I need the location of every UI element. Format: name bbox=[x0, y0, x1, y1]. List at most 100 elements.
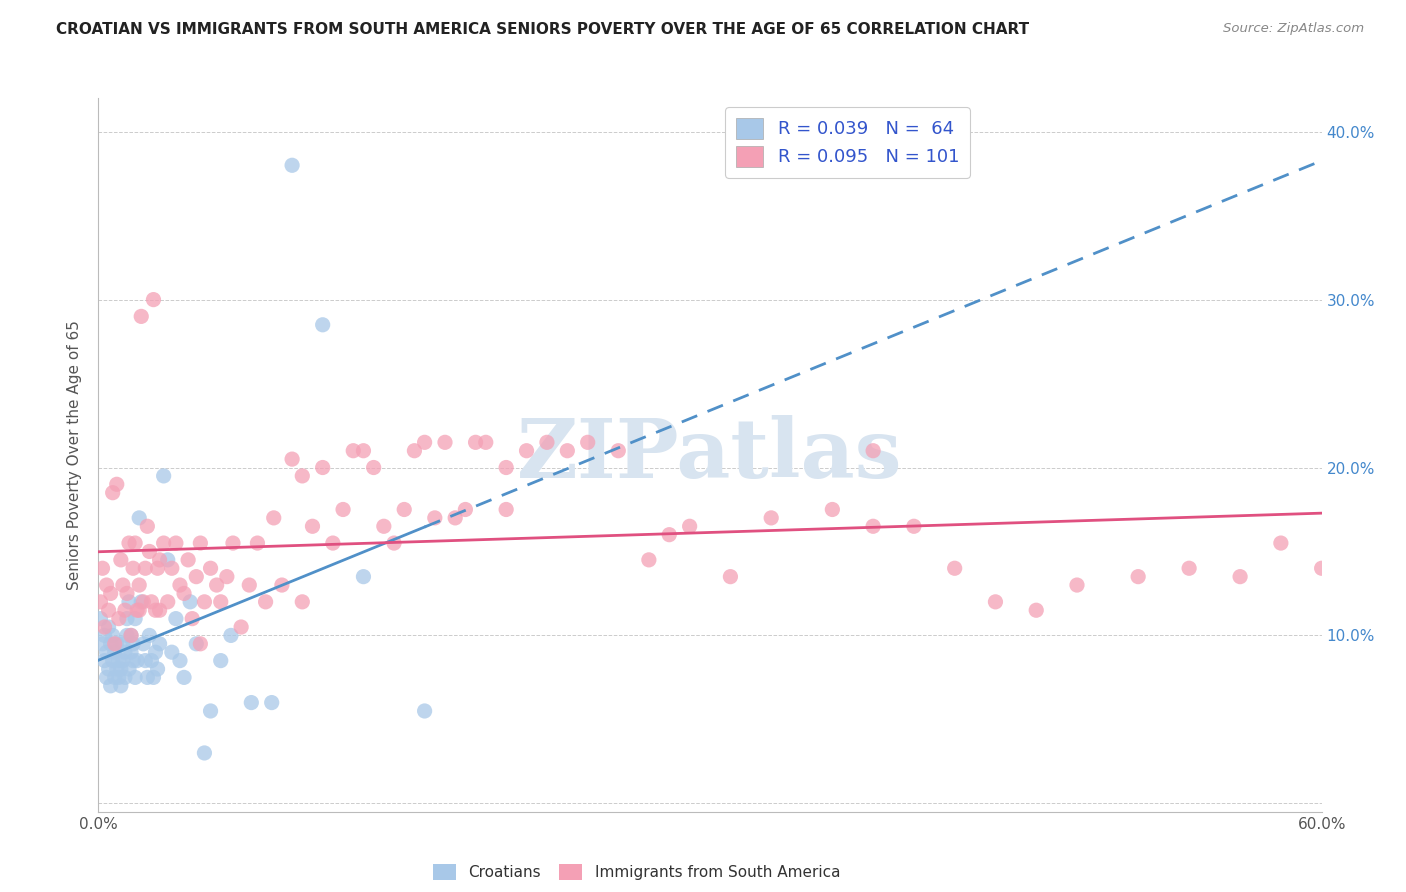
Point bbox=[132, 637, 155, 651]
Point bbox=[115, 586, 138, 600]
Point bbox=[118, 536, 141, 550]
Point bbox=[118, 595, 141, 609]
Point bbox=[104, 670, 127, 684]
Point bbox=[100, 679, 122, 693]
Point bbox=[254, 595, 277, 609]
Point bbox=[108, 654, 131, 668]
Point bbox=[413, 704, 436, 718]
Point bbox=[495, 502, 517, 516]
Point bbox=[536, 435, 558, 450]
Point bbox=[173, 586, 195, 600]
Point bbox=[101, 654, 124, 668]
Point bbox=[1310, 561, 1333, 575]
Point bbox=[404, 443, 426, 458]
Point bbox=[200, 561, 222, 575]
Point bbox=[246, 536, 269, 550]
Point bbox=[179, 595, 201, 609]
Point bbox=[149, 603, 172, 617]
Point bbox=[104, 637, 127, 651]
Point bbox=[576, 435, 599, 450]
Point bbox=[1025, 603, 1047, 617]
Point bbox=[124, 670, 146, 684]
Point bbox=[101, 628, 124, 642]
Point bbox=[97, 620, 120, 634]
Point bbox=[108, 612, 131, 626]
Text: ZIPatlas: ZIPatlas bbox=[517, 415, 903, 495]
Point bbox=[434, 435, 457, 450]
Point bbox=[89, 595, 111, 609]
Point bbox=[373, 519, 395, 533]
Point bbox=[943, 561, 966, 575]
Point bbox=[96, 670, 118, 684]
Point bbox=[186, 569, 208, 583]
Point bbox=[128, 578, 150, 592]
Point bbox=[238, 578, 260, 592]
Point bbox=[638, 553, 661, 567]
Point bbox=[607, 443, 630, 458]
Legend: Croatians, Immigrants from South America: Croatians, Immigrants from South America bbox=[427, 858, 846, 886]
Point bbox=[115, 628, 138, 642]
Point bbox=[122, 654, 145, 668]
Point bbox=[97, 662, 120, 676]
Point bbox=[124, 536, 146, 550]
Point bbox=[177, 553, 200, 567]
Point bbox=[1229, 569, 1251, 583]
Point bbox=[110, 679, 132, 693]
Point bbox=[454, 502, 477, 516]
Point bbox=[156, 553, 179, 567]
Point bbox=[413, 435, 436, 450]
Point bbox=[136, 519, 159, 533]
Point bbox=[193, 595, 215, 609]
Point bbox=[124, 612, 146, 626]
Point bbox=[240, 696, 263, 710]
Point bbox=[209, 654, 232, 668]
Point bbox=[141, 654, 163, 668]
Point bbox=[222, 536, 245, 550]
Point bbox=[270, 578, 294, 592]
Point bbox=[114, 603, 136, 617]
Point bbox=[263, 511, 285, 525]
Point bbox=[145, 645, 167, 659]
Point bbox=[193, 746, 215, 760]
Text: Source: ZipAtlas.com: Source: ZipAtlas.com bbox=[1223, 22, 1364, 36]
Point bbox=[132, 595, 155, 609]
Point bbox=[142, 670, 165, 684]
Point bbox=[557, 443, 579, 458]
Point bbox=[149, 553, 172, 567]
Point bbox=[984, 595, 1007, 609]
Point bbox=[495, 460, 517, 475]
Point bbox=[200, 704, 222, 718]
Point bbox=[160, 561, 183, 575]
Point bbox=[122, 561, 145, 575]
Point bbox=[127, 654, 149, 668]
Point bbox=[312, 318, 335, 332]
Point bbox=[120, 628, 142, 642]
Point bbox=[105, 662, 128, 676]
Point bbox=[156, 595, 179, 609]
Point bbox=[903, 519, 925, 533]
Point bbox=[281, 158, 304, 172]
Point bbox=[100, 586, 122, 600]
Point bbox=[1270, 536, 1292, 550]
Point bbox=[761, 511, 783, 525]
Point bbox=[93, 628, 115, 642]
Point bbox=[142, 293, 165, 307]
Text: CROATIAN VS IMMIGRANTS FROM SOUTH AMERICA SENIORS POVERTY OVER THE AGE OF 65 COR: CROATIAN VS IMMIGRANTS FROM SOUTH AMERIC… bbox=[56, 22, 1029, 37]
Point bbox=[105, 637, 128, 651]
Point bbox=[91, 637, 114, 651]
Y-axis label: Seniors Poverty Over the Age of 65: Seniors Poverty Over the Age of 65 bbox=[67, 320, 83, 590]
Point bbox=[169, 654, 191, 668]
Point bbox=[114, 670, 136, 684]
Point bbox=[136, 670, 159, 684]
Point bbox=[97, 603, 120, 617]
Point bbox=[382, 536, 405, 550]
Point bbox=[111, 578, 134, 592]
Point bbox=[516, 443, 538, 458]
Point bbox=[122, 637, 145, 651]
Point bbox=[352, 569, 374, 583]
Point bbox=[134, 561, 156, 575]
Point bbox=[332, 502, 354, 516]
Point bbox=[862, 443, 884, 458]
Point bbox=[129, 595, 152, 609]
Point bbox=[100, 637, 122, 651]
